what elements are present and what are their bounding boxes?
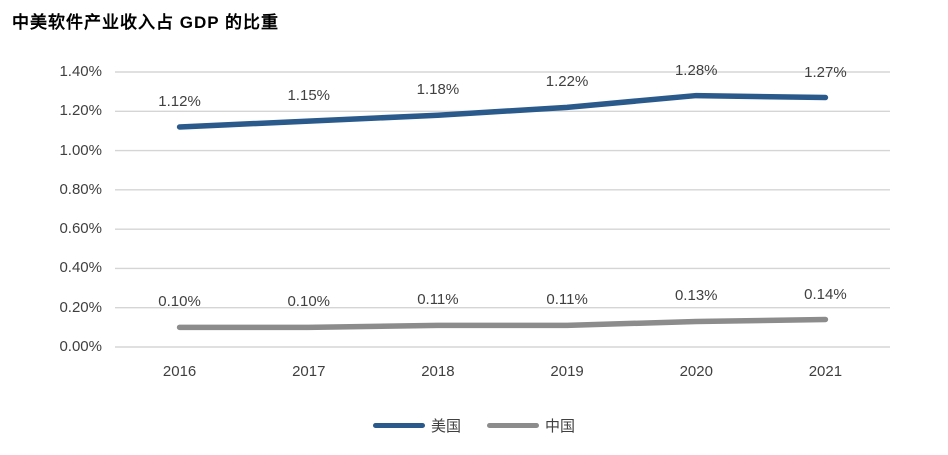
x-axis-tick-label: 2021 [808,363,843,380]
chart-legend: 美国 中国 [0,415,948,436]
y-axis-tick-label: 0.00% [59,338,102,355]
data-label: 0.10% [158,293,201,311]
x-axis-tick-label: 2018 [421,363,455,380]
data-label: 0.13% [674,287,718,305]
chart-title: 中美软件产业收入占 GDP 的比重 [12,13,279,32]
x-axis-tick-label: 2020 [679,363,713,380]
legend-item: 中国 [487,415,575,436]
y-axis-tick-label: 1.40% [59,63,102,80]
series-line [176,316,829,331]
data-label: 1.12% [158,93,201,110]
x-axis-tick-label: 2017 [292,363,326,380]
legend-label: 美国 [430,418,461,435]
legend-item: 美国 [372,415,461,436]
y-axis-tick-label: 1.20% [59,102,102,120]
legend-line-swatch-icon [372,423,425,428]
series-line [176,92,829,130]
y-axis-tick-label: 0.20% [59,298,102,316]
x-axis-tick-label: 2019 [550,363,584,380]
y-axis-tick-label: 0.40% [59,259,102,277]
x-axis-tick-label: 2016 [162,363,197,380]
data-label: 0.14% [804,285,847,303]
legend-label: 中国 [545,418,576,435]
data-label: 0.10% [287,293,331,311]
data-label: 1.28% [674,61,718,79]
data-label: 1.22% [545,73,589,91]
y-axis-tick-label: 1.00% [59,141,102,159]
y-axis-tick-label: 0.60% [59,220,102,238]
data-label: 0.11% [546,291,588,309]
y-axis-tick-label: 0.80% [59,180,102,198]
data-label: 1.18% [416,81,460,99]
data-label: 1.27% [804,63,847,81]
data-label: 0.11% [417,291,459,309]
data-label: 1.15% [287,87,331,105]
legend-line-swatch-icon [487,423,539,428]
